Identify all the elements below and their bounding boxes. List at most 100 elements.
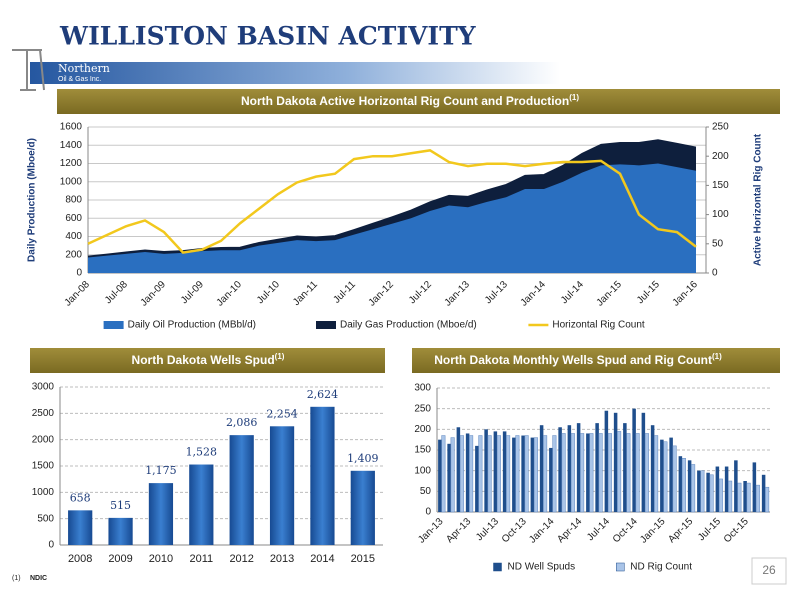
bar	[660, 439, 664, 512]
title: North Dakota Active Horizontal Rig Count…	[241, 94, 569, 108]
y-tick-label: 400	[65, 231, 82, 242]
x-tick-label: Jul-08	[103, 279, 130, 306]
y-tick-label: 3000	[32, 382, 55, 393]
value-label: 2,086	[226, 416, 258, 429]
value-label: 1,409	[347, 452, 379, 465]
bar	[580, 433, 585, 513]
x-tick-label: 2013	[270, 553, 294, 565]
x-tick-label: 2015	[351, 553, 375, 565]
y-tick-label: 1400	[60, 140, 83, 151]
panel-title: North Dakota Monthly Wells Spud and Rig …	[434, 352, 722, 367]
y-tick-label: 300	[414, 383, 431, 394]
panel-header	[412, 348, 780, 373]
y-tick-label: 500	[37, 513, 54, 524]
area-fill	[88, 139, 696, 258]
bar	[607, 433, 612, 513]
bar	[475, 445, 479, 512]
slide-title: WILLISTON BASIN ACTIVITY	[59, 22, 477, 51]
area-fill	[88, 163, 696, 273]
y-tick-label: 100	[414, 465, 431, 476]
legend-swatch	[493, 562, 502, 572]
bar	[350, 470, 375, 545]
x-tick-label: 2011	[189, 553, 213, 565]
panel-title: North Dakota Wells Spud(1)	[132, 352, 285, 367]
y-tick-label: 1500	[32, 461, 55, 472]
bar	[586, 433, 590, 512]
bar	[697, 470, 701, 512]
legend-label: Daily Oil Production (MBbl/d)	[128, 320, 256, 331]
bar	[570, 433, 575, 513]
y2-tick-label: 50	[712, 238, 724, 249]
x-tick-label: 2012	[229, 553, 253, 565]
logo-text: Northern	[58, 62, 110, 75]
bar	[515, 435, 520, 513]
bar	[108, 517, 133, 545]
bar	[506, 435, 511, 513]
y-axis-title: Daily Production (Mboe/d)	[27, 138, 38, 262]
legend-swatch	[316, 321, 336, 329]
page-badge	[751, 557, 787, 585]
area-edge	[87, 139, 697, 257]
bar	[718, 478, 723, 513]
x-tick-label: Jul-12	[407, 279, 434, 306]
x-tick-label: Oct-15	[722, 516, 751, 545]
x-tick-label: Jan-11	[291, 279, 320, 308]
bar	[752, 462, 757, 512]
y-tick-label: 200	[414, 424, 431, 435]
x-tick-label: Jan-10	[215, 279, 245, 309]
bar	[687, 460, 692, 512]
footnote: NDIC	[30, 575, 47, 582]
title: North Dakota Wells Spud	[132, 353, 275, 367]
bar	[641, 412, 646, 512]
bar	[502, 431, 507, 512]
bar	[644, 433, 649, 513]
bar	[496, 435, 501, 513]
bar	[441, 435, 446, 513]
y-tick-label: 200	[65, 249, 82, 260]
x-tick-label: Apr-15	[666, 516, 695, 545]
bar	[755, 484, 760, 513]
x-tick-label: 2008	[68, 553, 92, 565]
x-tick-label: Jul-10	[255, 279, 282, 306]
x-tick-label: Jan-15	[638, 516, 668, 546]
bar	[654, 435, 659, 513]
pump-icon	[12, 49, 45, 91]
x-tick-label: Oct-14	[611, 516, 640, 545]
panel-header	[30, 348, 385, 373]
bar	[229, 435, 254, 545]
bar	[310, 406, 335, 545]
x-tick-label: Oct-13	[500, 516, 529, 545]
bar	[465, 433, 470, 512]
x-tick-label: Apr-13	[444, 516, 473, 545]
bar	[561, 433, 566, 513]
bar	[438, 439, 442, 512]
y-tick-label: 0	[76, 268, 82, 279]
page-number: 26	[762, 563, 776, 577]
x-tick-label: Jul-15	[696, 516, 723, 543]
bar	[761, 474, 766, 512]
bar	[715, 466, 720, 512]
y-tick-label: 2500	[32, 408, 55, 419]
y2-tick-label: 0	[712, 268, 718, 279]
legend-label: ND Rig Count	[630, 562, 692, 573]
title: North Dakota Monthly Wells Spud and Rig …	[434, 353, 712, 367]
bar	[650, 425, 655, 512]
y-tick-label: 150	[414, 445, 431, 456]
y-tick-label: 1600	[60, 122, 83, 133]
bar	[512, 437, 516, 512]
legend-label: Horizontal Rig Count	[552, 320, 644, 331]
bar	[189, 464, 214, 545]
x-tick-label: Jul-15	[635, 279, 662, 306]
title-note: (1)	[569, 93, 579, 102]
bar	[734, 460, 738, 512]
y2-axis-title: Active Horizontal Rig Count	[753, 133, 764, 266]
title-note: (1)	[712, 352, 722, 361]
bar	[672, 445, 677, 513]
bar	[709, 474, 714, 513]
y-tick-label: 600	[65, 213, 82, 224]
bar	[728, 480, 733, 513]
bar	[552, 435, 557, 513]
x-tick-label: Jul-14	[559, 279, 586, 306]
y2-tick-label: 100	[712, 209, 729, 220]
value-label: 515	[110, 499, 131, 512]
